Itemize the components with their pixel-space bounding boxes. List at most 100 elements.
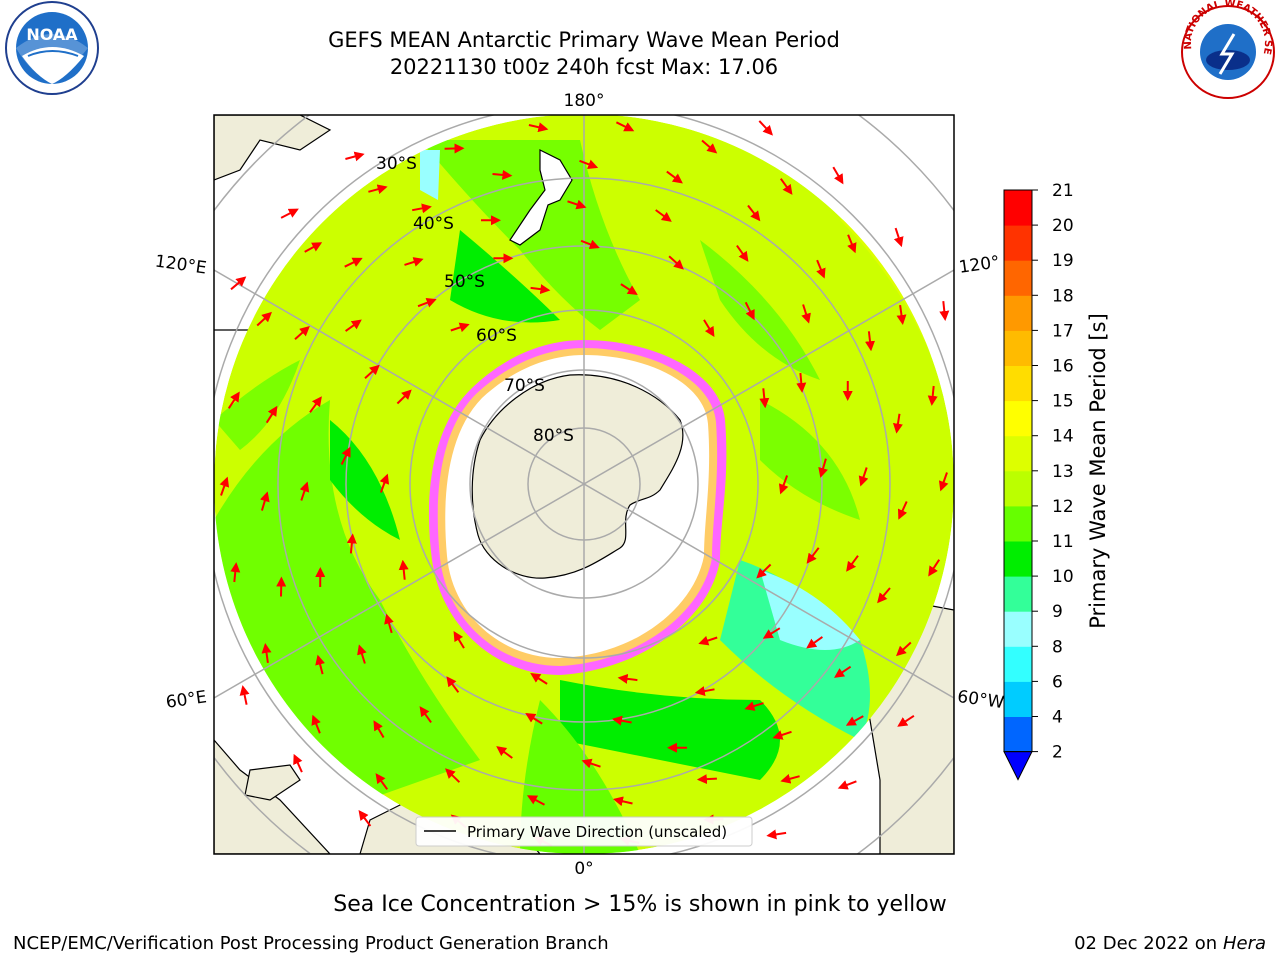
wave-arrow [265,405,278,424]
wave-arrow [744,301,755,321]
colorbar-tick-label: 4 [1052,708,1063,728]
wave-arrow [528,122,549,133]
wave-arrow [525,713,543,725]
wave-arrow [756,563,772,579]
map-border [213,114,955,855]
colorbar-tick-label: 15 [1052,392,1074,412]
lat-label-50s: 50°S [444,272,485,292]
wave-arrow [939,300,950,321]
wave-arrow [580,239,600,250]
wave-arrow [227,391,240,409]
wave-arrow [666,170,683,184]
wave-arrow [778,475,789,495]
wave-arrow [379,473,390,493]
colorbar-tick-label: 11 [1052,532,1074,552]
wave-arrow [315,654,325,675]
lat-label-60s: 60°S [476,326,517,346]
wave-arrow [837,780,857,790]
wave-arrow [834,665,852,678]
colorbar-tick-label: 18 [1052,286,1074,306]
lon-label-60e: 60°E [165,687,208,712]
wave-arrow [655,209,672,222]
wave-arrow [938,472,949,492]
lon-label-60w: 60°W [956,687,1005,713]
wave-arrow [530,284,551,295]
wave-arrow [256,311,272,327]
lon-label-120e: 120°E [154,252,208,279]
wave-arrow [299,481,310,501]
wave-arrow [364,364,380,379]
colorbar-tick-label: 2 [1052,743,1063,763]
wave-arrow [412,203,432,214]
wave-arrow [816,259,826,279]
wave-arrow [345,319,362,332]
wave-arrow [897,714,915,727]
colorbar: 2 4 6 8 9 10 11 12 13 14 15 16 17 18 19 20 21 [1003,181,1074,781]
nws-logo: NATIONAL WEATHER SERVICE [1176,0,1275,99]
colorbar-segment [1004,681,1032,717]
wave-arrow [897,501,908,520]
wave-arrow [928,559,941,577]
wave-arrow [396,389,412,405]
wave-arrow [304,242,323,253]
colorbar-segment [1004,576,1032,612]
wave-arrow [611,715,632,726]
colorbar-tick-label: 6 [1052,672,1063,692]
date-stamp: 02 Dec 2022 on Hera [1074,933,1266,955]
wave-arrow [567,199,587,210]
wave-arrow [759,388,770,409]
noaa-logo: NOAA [5,1,99,95]
wave-arrow [772,730,792,740]
colorbar-tick-label: 19 [1052,251,1074,271]
graticule [214,115,954,854]
wave-arrow [373,720,385,739]
lat-label-40s: 40°S [413,214,454,234]
wave-arrow [453,630,465,649]
date-text: 02 Dec 2022 on [1074,933,1218,954]
colorbar-segment [1004,190,1032,226]
colorbar-segment [1004,505,1032,542]
wave-arrow [346,533,357,554]
map-legend: Primary Wave Direction (unscaled) [415,816,753,847]
credit-text: NCEP/EMC/Verification Post Processing Pr… [13,933,609,954]
wave-arrow [358,809,372,827]
wave-arrow [450,322,470,333]
lon-label-120w: 120° [958,252,1001,278]
wave-arrow [344,257,363,268]
wave-arrow [404,257,424,267]
wave-arrow [701,139,718,154]
colorbar-tick-label: 17 [1052,321,1074,341]
colorbar-tick-label: 9 [1052,602,1063,622]
wave-arrow [668,255,684,270]
wave-arrow [492,169,513,180]
wave-arrow [239,685,250,705]
sea-ice-note: Sea Ice Concentration > 15% is shown in … [333,892,947,917]
wave-arrow [219,476,230,496]
wave-arrow [927,385,938,406]
wave-arrow [818,458,828,478]
wave-arrow [865,331,875,352]
wave-arrow [368,184,388,195]
colorbar-tick-label: 16 [1052,357,1074,377]
wave-arrow [747,204,761,222]
wave-arrow [847,234,857,254]
wave-arrow [762,627,781,639]
wave-arrow [496,746,513,759]
lat-label-30s: 30°S [376,154,417,174]
wave-arrow [806,636,823,649]
colorbar-tick-label: 8 [1052,637,1063,657]
wave-arrow [260,491,270,511]
noaa-logo-text: NOAA [26,25,78,44]
colorbar-tick-label: 13 [1052,462,1074,482]
colorbar-tick-label: 10 [1052,567,1074,587]
wave-arrow [384,613,394,634]
wave-arrow [357,644,367,664]
machine-name: Hera [1222,933,1266,954]
lat-label-80s: 80°S [533,426,574,446]
colorbar-tick-label: 12 [1052,497,1074,517]
colorbar-segment [1004,716,1032,753]
lat-label-70s: 70°S [504,376,545,396]
wave-arrow [446,676,460,693]
chart-subtitle: 20221130 t00z 240h fcst Max: 17.06 [389,55,779,79]
